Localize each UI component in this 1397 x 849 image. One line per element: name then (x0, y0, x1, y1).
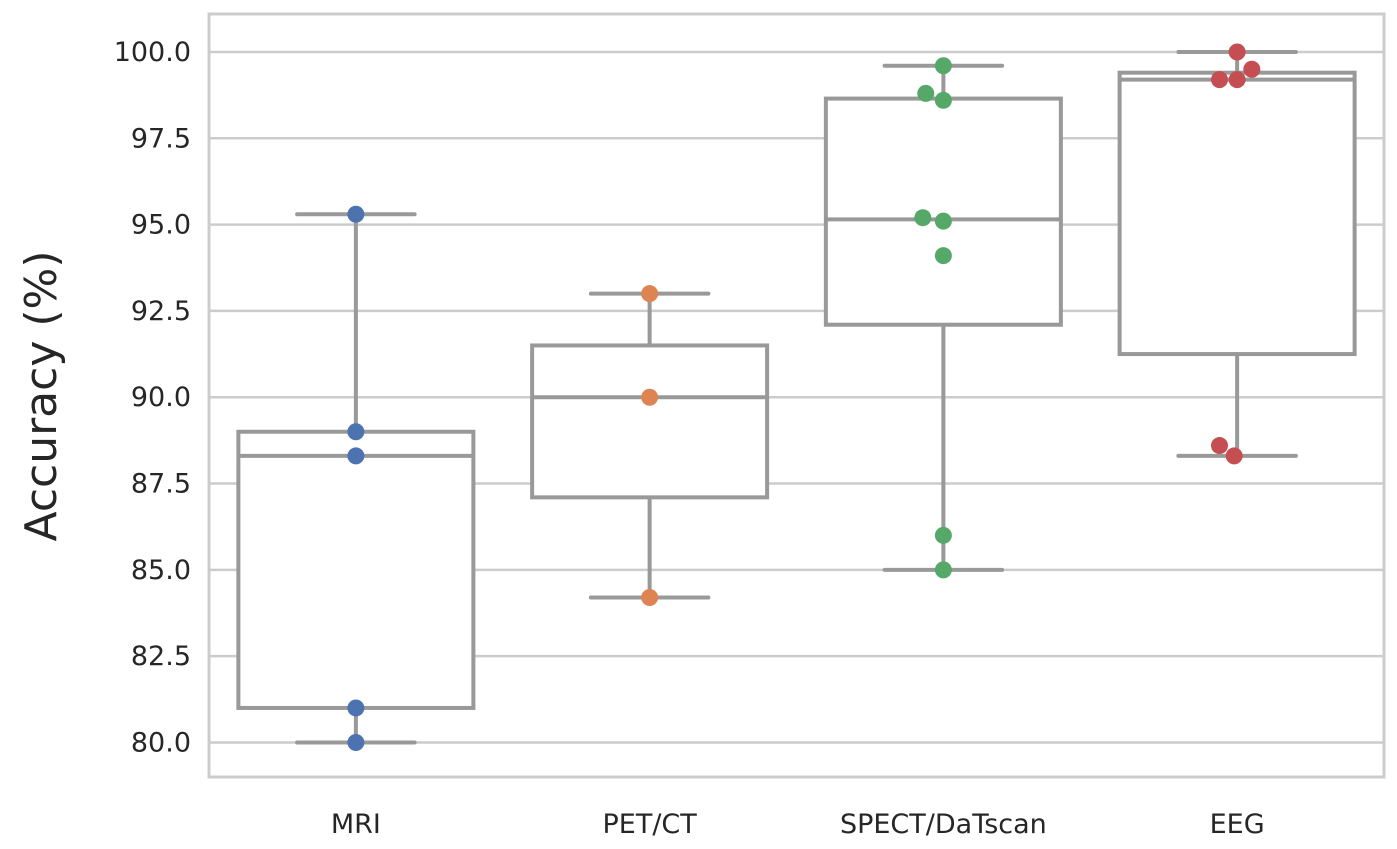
x-tick-label-2: SPECT/DaTscan (840, 809, 1047, 840)
plot-frame (207, 12, 1386, 779)
y-tick-label-3: 87.5 (131, 469, 191, 500)
points-1 (641, 285, 659, 606)
box-0 (236, 212, 476, 745)
y-tick-label-4: 90.0 (131, 382, 191, 413)
x-tick-labels: MRI PET/CT SPECT/DaTscan EEG (331, 809, 1265, 840)
box-2 (823, 63, 1063, 572)
y-tick-label-8: 100.0 (114, 37, 191, 68)
data-point-2-6 (934, 526, 952, 544)
y-tick-label-7: 97.5 (131, 123, 191, 154)
points-2 (914, 57, 952, 579)
data-point-3-0 (1228, 43, 1246, 61)
y-tick-label-1: 82.5 (131, 641, 191, 672)
data-point-2-2 (934, 91, 952, 109)
data-point-3-1 (1243, 60, 1261, 78)
points-3 (1211, 43, 1261, 465)
y-tick-label-5: 92.5 (131, 296, 191, 327)
data-point-3-2 (1228, 71, 1246, 89)
data-point-3-4 (1211, 437, 1228, 455)
box-body-3 (1117, 70, 1357, 357)
x-tick-label-0: MRI (331, 809, 381, 840)
data-point-0-4 (347, 733, 365, 751)
data-point-0-0 (347, 205, 365, 223)
box-body-1 (530, 343, 770, 500)
y-tick-label-2: 85.0 (131, 555, 191, 586)
x-tick-label-1: PET/CT (602, 809, 697, 840)
box-body-2 (823, 96, 1063, 327)
y-tick-label-0: 80.0 (131, 727, 191, 758)
box-body-0 (236, 429, 476, 710)
data-point-3-3 (1211, 71, 1228, 89)
data-point-2-7 (934, 561, 952, 579)
data-point-1-0 (641, 285, 659, 303)
y-tick-label-6: 95.0 (131, 210, 191, 241)
data-point-0-2 (347, 447, 365, 465)
data-points (347, 43, 1261, 751)
data-point-2-4 (934, 212, 952, 230)
data-point-3-5 (1225, 447, 1243, 465)
data-point-0-3 (347, 699, 365, 717)
data-point-2-3 (914, 209, 932, 227)
data-point-1-2 (641, 588, 659, 606)
y-axis-label: Accuracy (%) (16, 250, 67, 541)
data-point-0-1 (347, 423, 365, 441)
box-3 (1117, 49, 1357, 458)
box-1 (530, 291, 770, 600)
y-tick-labels: 80.0 82.5 85.0 87.5 90.0 92.5 95.0 97.5 100.0 (114, 37, 191, 758)
x-tick-label-3: EEG (1210, 809, 1265, 840)
data-point-2-1 (917, 84, 935, 102)
data-point-2-0 (934, 57, 952, 75)
points-0 (347, 205, 365, 751)
data-point-1-1 (641, 388, 659, 406)
data-point-2-5 (934, 247, 952, 265)
